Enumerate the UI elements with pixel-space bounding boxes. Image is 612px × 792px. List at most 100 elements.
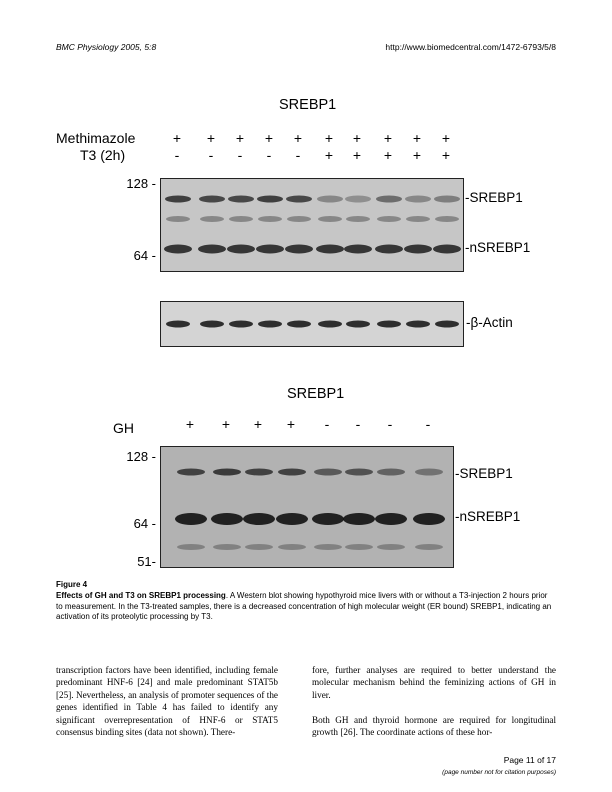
caption-title: Effects of GH and T3 on SREBP1 processin… bbox=[56, 591, 226, 600]
nsrebp1-band-lane-2 bbox=[198, 244, 226, 254]
blot2-title: SREBP1 bbox=[287, 386, 345, 402]
mid-band-lane-8 bbox=[377, 216, 401, 222]
gh-nsrebp1-band-lane-2 bbox=[211, 513, 243, 525]
caption-text: . A Western blot showing hypothyroid mic… bbox=[56, 591, 552, 621]
methimazole-sign-lane-5: + bbox=[293, 130, 303, 146]
actin-band-lane-3 bbox=[229, 320, 253, 328]
methimazole-sign-lane-3: + bbox=[235, 130, 245, 146]
mid-band-lane-9 bbox=[406, 216, 430, 222]
actin-band-lane-2 bbox=[200, 320, 224, 328]
srebp1-band-lane-6 bbox=[317, 195, 343, 203]
gh-lower-band-lane-7 bbox=[377, 544, 405, 550]
blot2-srebp1-label: -SREBP1 bbox=[455, 466, 513, 481]
srebp1-band-lane-3 bbox=[228, 195, 254, 203]
gh-nsrebp1-band-lane-3 bbox=[243, 513, 275, 525]
methimazole-sign-lane-10: + bbox=[441, 130, 451, 146]
actin-band-lane-8 bbox=[377, 320, 401, 328]
gh-lower-band-lane-2 bbox=[213, 544, 241, 550]
srebp1-band-lane-4 bbox=[257, 195, 283, 203]
nsrebp1-band-lane-4 bbox=[256, 244, 284, 254]
srebp1-band-lane-5 bbox=[286, 195, 312, 203]
figure-label: Figure 4 bbox=[56, 580, 88, 589]
gh-lower-band-lane-5 bbox=[314, 544, 342, 550]
body-right-para-1: fore, further analyses are required to b… bbox=[312, 665, 556, 700]
nsrebp1-band-lane-9 bbox=[404, 244, 432, 254]
t3-sign-lane-3: - bbox=[237, 147, 243, 163]
actin-band-lane-10 bbox=[435, 320, 459, 328]
actin-band-lane-1 bbox=[166, 320, 190, 328]
t3-sign-lane-5: - bbox=[295, 147, 301, 163]
srebp1-band-lane-7 bbox=[345, 195, 371, 203]
t3-sign-lane-2: - bbox=[208, 147, 214, 163]
t3-sign-lane-9: + bbox=[412, 147, 422, 163]
gh-nsrebp1-band-lane-4 bbox=[276, 513, 308, 525]
methimazole-sign-lane-2: + bbox=[206, 130, 216, 146]
srebp1-band-lane-10 bbox=[434, 195, 460, 203]
gh-srebp1-blot-image bbox=[160, 446, 454, 568]
gh-sign-lane-8: - bbox=[425, 416, 431, 432]
blot2-mw-128: 128 - bbox=[126, 449, 156, 464]
methimazole-sign-lane-6: + bbox=[324, 130, 334, 146]
gh-nsrebp1-band-lane-5 bbox=[312, 513, 344, 525]
gh-srebp1-band-lane-6 bbox=[345, 468, 373, 476]
article-url[interactable]: http://www.biomedcentral.com/1472-6793/5… bbox=[385, 42, 556, 52]
methimazole-sign-lane-9: + bbox=[412, 130, 422, 146]
actin-band-lane-4 bbox=[258, 320, 282, 328]
nsrebp1-band-lane-8 bbox=[375, 244, 403, 254]
body-left-column: transcription factors have been identifi… bbox=[56, 665, 278, 738]
gh-lower-band-lane-4 bbox=[278, 544, 306, 550]
methimazole-sign-lane-7: + bbox=[352, 130, 362, 146]
t3-sign-lane-7: + bbox=[352, 147, 362, 163]
gh-srebp1-band-lane-5 bbox=[314, 468, 342, 476]
figure-caption: Effects of GH and T3 on SREBP1 processin… bbox=[56, 591, 556, 623]
methimazole-label: Methimazole bbox=[56, 130, 136, 146]
t3-sign-lane-6: + bbox=[324, 147, 334, 163]
methimazole-sign-lane-1: + bbox=[172, 130, 182, 146]
gh-lower-band-lane-1 bbox=[177, 544, 205, 550]
blot1-title: SREBP1 bbox=[279, 97, 337, 113]
gh-sign-lane-1: + bbox=[185, 416, 195, 432]
actin-blot-image bbox=[160, 301, 464, 347]
blot1-mw-128: 128 - bbox=[126, 176, 156, 191]
actin-band-lane-5 bbox=[287, 320, 311, 328]
mid-band-lane-7 bbox=[346, 216, 370, 222]
actin-label: -β-Actin bbox=[466, 315, 513, 330]
blot1-srebp1-label: -SREBP1 bbox=[465, 190, 523, 205]
gh-nsrebp1-band-lane-7 bbox=[375, 513, 407, 525]
t3-sign-lane-4: - bbox=[266, 147, 272, 163]
actin-band-lane-6 bbox=[318, 320, 342, 328]
t3-sign-lane-1: - bbox=[174, 147, 180, 163]
gh-lower-band-lane-6 bbox=[345, 544, 373, 550]
blot1-nsrebp1-label: -nSREBP1 bbox=[465, 240, 531, 255]
methimazole-sign-lane-4: + bbox=[264, 130, 274, 146]
t3-sign-lane-10: + bbox=[441, 147, 451, 163]
mid-band-lane-3 bbox=[229, 216, 253, 222]
nsrebp1-band-lane-1 bbox=[164, 244, 192, 254]
mid-band-lane-6 bbox=[318, 216, 342, 222]
mid-band-lane-1 bbox=[166, 216, 190, 222]
gh-nsrebp1-band-lane-6 bbox=[343, 513, 375, 525]
blot2-nsrebp1-label: -nSREBP1 bbox=[455, 509, 521, 524]
gh-label: GH bbox=[113, 420, 134, 436]
gh-lower-band-lane-8 bbox=[415, 544, 443, 550]
gh-sign-lane-6: - bbox=[355, 416, 361, 432]
srebp1-blot-image bbox=[160, 178, 464, 272]
srebp1-band-lane-9 bbox=[405, 195, 431, 203]
blot2-mw-51: 51- bbox=[137, 554, 156, 569]
nsrebp1-band-lane-10 bbox=[433, 244, 461, 254]
gh-sign-lane-2: + bbox=[221, 416, 231, 432]
srebp1-band-lane-8 bbox=[376, 195, 402, 203]
t3-sign-lane-8: + bbox=[383, 147, 393, 163]
actin-band-lane-7 bbox=[346, 320, 370, 328]
methimazole-sign-lane-8: + bbox=[383, 130, 393, 146]
mid-band-lane-5 bbox=[287, 216, 311, 222]
nsrebp1-band-lane-3 bbox=[227, 244, 255, 254]
mid-band-lane-10 bbox=[435, 216, 459, 222]
mid-band-lane-2 bbox=[200, 216, 224, 222]
gh-nsrebp1-band-lane-1 bbox=[175, 513, 207, 525]
nsrebp1-band-lane-5 bbox=[285, 244, 313, 254]
blot1-mw-64: 64 - bbox=[133, 248, 156, 263]
journal-citation: BMC Physiology 2005, 5:8 bbox=[56, 42, 157, 52]
t3-label: T3 (2h) bbox=[80, 147, 126, 163]
gh-srebp1-band-lane-1 bbox=[177, 468, 205, 476]
